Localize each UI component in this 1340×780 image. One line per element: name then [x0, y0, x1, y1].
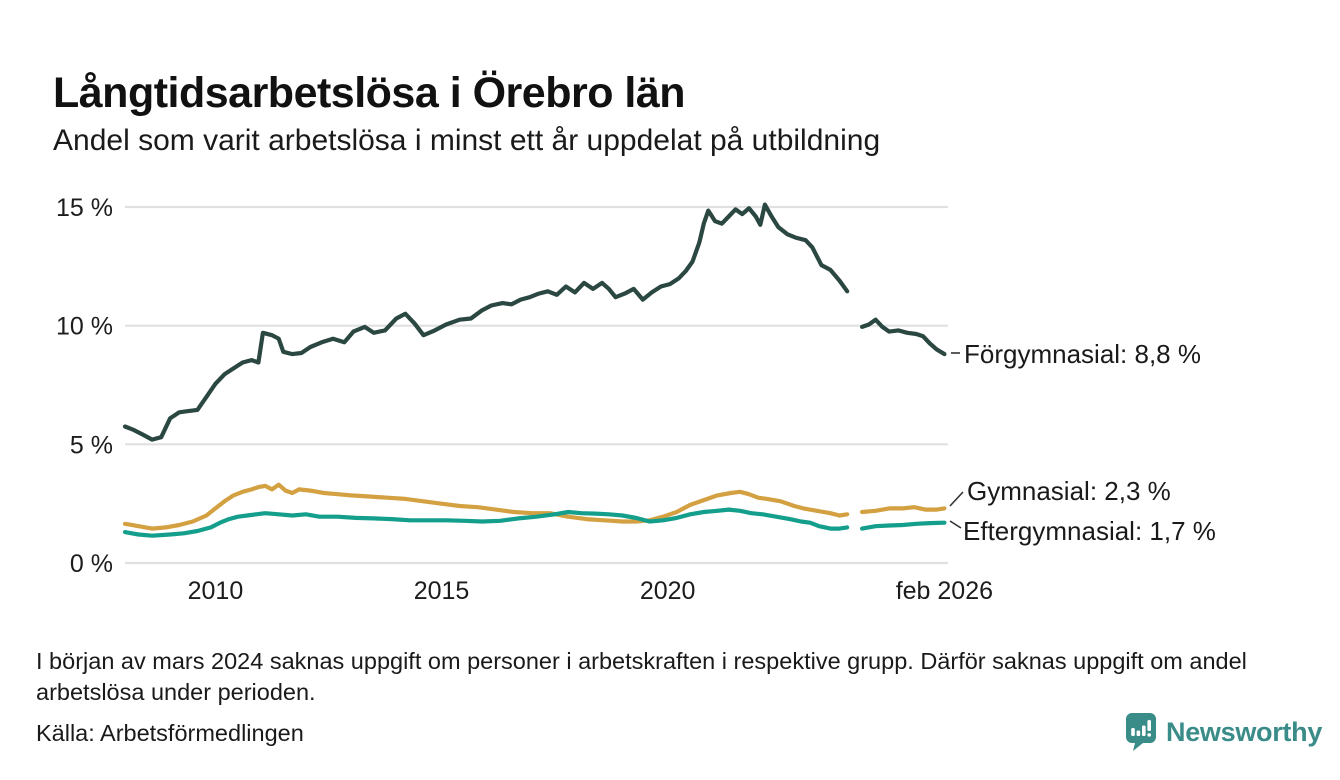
series-line-gymnasial — [122, 482, 850, 531]
series-line-förgymnasial — [122, 202, 850, 442]
x-tick-label: 2015 — [414, 577, 470, 605]
series-line-gymnasial — [860, 505, 947, 515]
y-tick-label: 15 % — [56, 194, 113, 222]
series-label-forgymnasial: Förgymnasial: 8,8 % — [964, 339, 1201, 369]
label-connector — [949, 491, 964, 507]
newsworthy-wordmark: Newsworthy — [1166, 716, 1323, 747]
series-label-eftergymnasial: Eftergymnasial: 1,7 % — [963, 516, 1216, 546]
y-tick-label: 0 % — [70, 550, 113, 578]
y-tick-label: 5 % — [70, 431, 113, 459]
source-attribution: Källa: Arbetsförmedlingen — [36, 720, 304, 746]
x-tick-label: feb 2026 — [896, 577, 993, 605]
series-line-eftergymnasial — [122, 507, 850, 538]
x-tick-label: 2010 — [188, 577, 244, 605]
series-line-förgymnasial — [860, 317, 947, 357]
y-tick-label: 10 % — [56, 313, 113, 341]
newsworthy-logo: Newsworthy — [1124, 712, 1322, 752]
footnote: I början av mars 2024 saknas uppgift om … — [36, 648, 1247, 706]
chart-title: Långtidsarbetslösa i Örebro län — [53, 68, 686, 117]
chart-subtitle: Andel som varit arbetslösa i minst ett å… — [53, 124, 881, 157]
series-line-eftergymnasial — [860, 520, 947, 531]
newsworthy-icon — [1126, 713, 1156, 751]
x-tick-label: 2020 — [640, 577, 696, 605]
label-connector — [949, 520, 962, 529]
series-label-gymnasial: Gymnasial: 2,3 % — [967, 476, 1171, 506]
